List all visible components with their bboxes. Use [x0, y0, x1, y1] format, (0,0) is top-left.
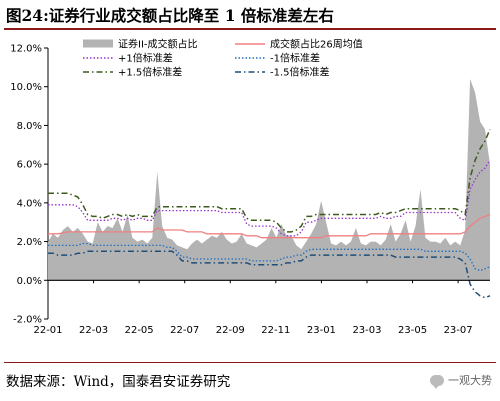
y-tick-label: 10.0%: [10, 82, 42, 93]
footer-divider: [4, 362, 496, 363]
series-line-1: [48, 213, 491, 239]
legend-label: 证券II-成交额占比: [118, 38, 198, 51]
chart: -2.0% 0.0% 2.0% 4.0% 6.0% 8.0% 10.0% 12.0% 22-01…: [10, 38, 491, 336]
y-tick-label: 6.0%: [17, 160, 42, 171]
y-tick-label: -2.0%: [13, 315, 42, 326]
legend-label: -1.5倍标准差: [270, 66, 330, 79]
y-tick-label: 8.0%: [17, 121, 42, 132]
watermark-label: 一观大势: [448, 374, 492, 387]
x-tick-label: 22-03: [79, 325, 108, 336]
chart-axes: -2.0% 0.0% 2.0% 4.0% 6.0% 8.0% 10.0% 12.0% 22-01…: [10, 44, 490, 336]
legend-label: +1.5倍标准差: [118, 66, 182, 79]
chat-bubble-icon: [430, 374, 444, 389]
series-line-4: [48, 129, 491, 233]
x-tick-label: 23-07: [444, 325, 473, 336]
series-line-2: [48, 159, 491, 237]
y-tick-label: 12.0%: [10, 44, 42, 55]
legend-label: +1倍标准差: [118, 52, 173, 65]
x-tick-label: 22-11: [261, 325, 290, 336]
legend-label: 成交额占比26周均值: [270, 38, 363, 51]
title-divider: [4, 28, 496, 30]
x-tick-label: 23-03: [352, 325, 381, 336]
x-tick-label: 23-05: [398, 325, 427, 336]
series-area-securities: [48, 79, 490, 281]
watermark: 一观大势: [430, 372, 492, 389]
x-tick-label: 22-05: [125, 325, 154, 336]
x-tick-label: 22-01: [33, 325, 62, 336]
y-tick-label: 2.0%: [17, 237, 42, 248]
legend-swatch: [83, 39, 113, 48]
x-tick-label: 22-07: [170, 325, 199, 336]
x-tick-label: 23-01: [307, 325, 336, 336]
legend-label: -1倍标准差: [270, 52, 320, 65]
y-tick-label: 4.0%: [17, 198, 42, 209]
series-line-3: [48, 242, 491, 272]
y-tick-label: 0.0%: [17, 276, 42, 287]
chart-plot-area: [48, 79, 491, 299]
chart-legend: 证券II-成交额占比 成交额占比26周均值 +1倍标准差 -1倍标准差 +1.5倍标准差…: [83, 38, 363, 79]
x-tick-label: 22-09: [216, 325, 245, 336]
source-note: 数据来源：Wind，国泰君安证券研究: [6, 374, 231, 390]
chart-title: 图24:证券行业成交额占比降至 1 倍标准差左右: [6, 6, 334, 25]
